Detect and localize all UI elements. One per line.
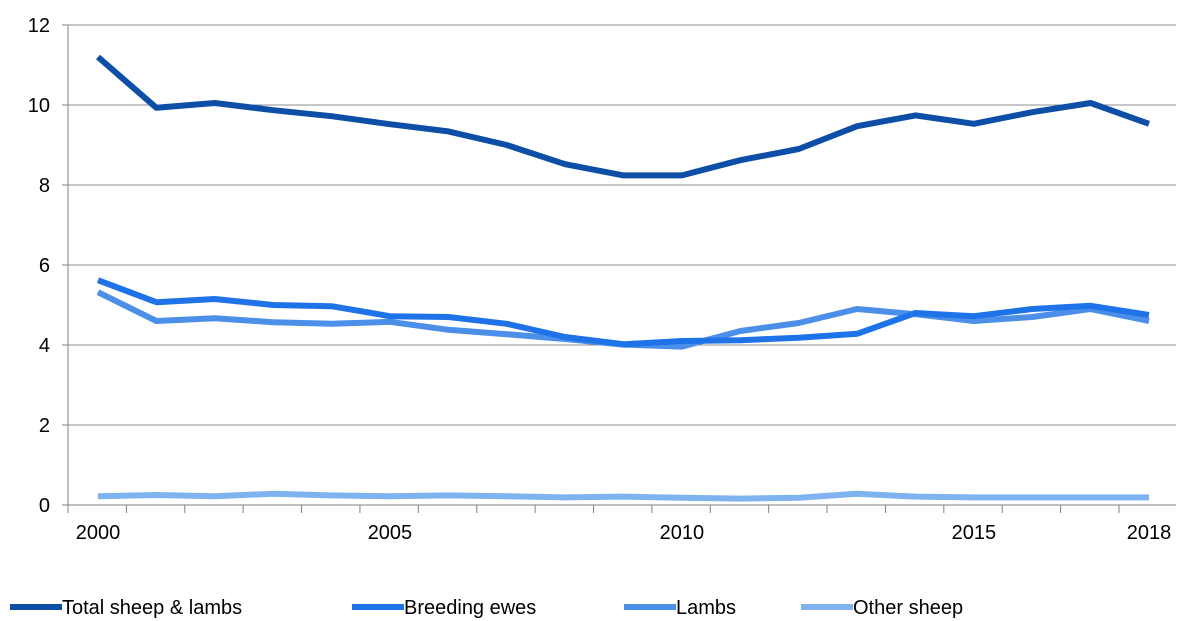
series-lines: [96, 54, 1151, 502]
legend-label-1: Breeding ewes: [404, 597, 536, 619]
x-tick-label: 2000: [76, 522, 121, 544]
x-tick-label: 2018: [1127, 522, 1172, 544]
series-line-3: [97, 490, 1149, 502]
legend-label-0: Total sheep & lambs: [62, 597, 242, 619]
x-tick-label: 2015: [952, 522, 997, 544]
gridlines: [68, 24, 1176, 426]
series-line-1: [96, 277, 1150, 348]
legend-label-2: Lambs: [676, 597, 736, 619]
y-tick-label: 12: [28, 15, 50, 37]
legend: Total sheep & lambs Breeding ewes Lambs Oth…: [10, 597, 963, 619]
y-tick-label: 10: [28, 95, 50, 117]
series-line-0: [96, 54, 1151, 179]
x-tick-label: 2005: [368, 522, 413, 544]
x-tick-label: 2010: [660, 522, 705, 544]
y-tick-label: 4: [39, 335, 50, 357]
legend-label-3: Other sheep: [853, 597, 963, 619]
y-tick-label: 8: [39, 175, 50, 197]
y-tick-label: 6: [39, 255, 50, 277]
y-tick-label: 2: [39, 415, 50, 437]
axes: 0 2 4 6 8 10 12 2000 2005 2010 2015 2018: [28, 15, 1176, 544]
y-tick-label: 0: [39, 495, 50, 517]
